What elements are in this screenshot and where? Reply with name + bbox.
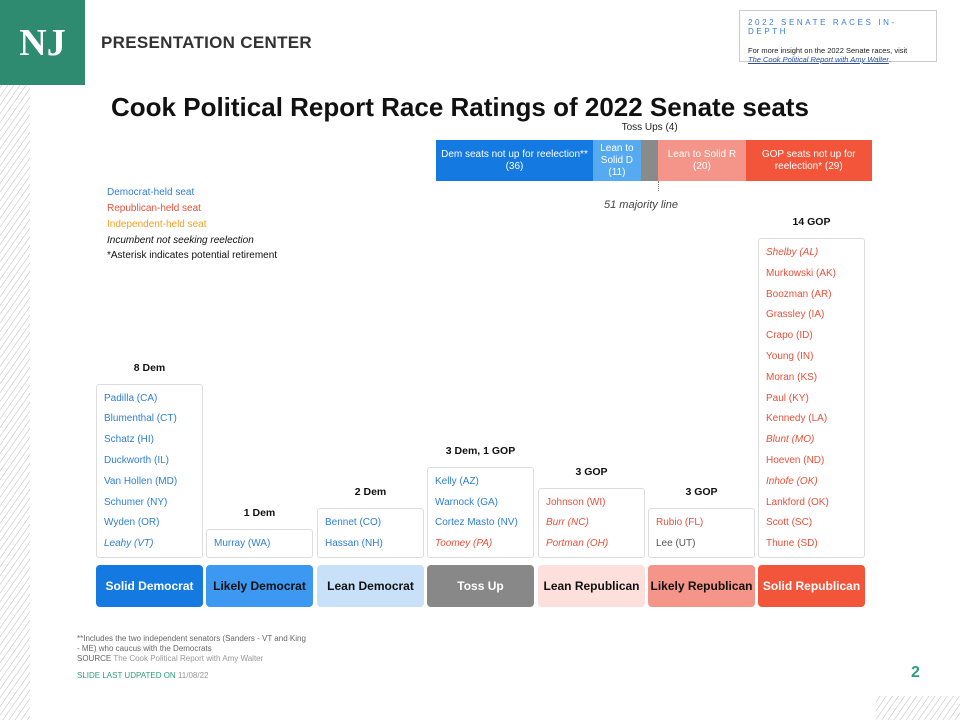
senator: Young (IN)	[766, 350, 814, 362]
senator: Johnson (WI)	[546, 496, 606, 508]
source-label: SOURCE	[77, 654, 112, 663]
footnote: **Includes the two independent senators …	[77, 634, 307, 664]
senator: Van Hollen (MD)	[104, 475, 178, 487]
brand: PRESENTATION CENTER	[101, 33, 312, 52]
rating-button: Likely Republican	[648, 565, 755, 607]
senator: Kennedy (LA)	[766, 413, 828, 425]
hatch-band	[0, 85, 30, 720]
senator: Blumenthal (CT)	[104, 413, 177, 425]
legend-item: Independent-held seat	[107, 219, 207, 230]
callout-text: For more insight on the 2022 Senate race…	[748, 46, 928, 64]
updated-date: 11/08/22	[177, 671, 209, 680]
seat-bar: Dem seats not up for reelection** (36) Le…	[436, 140, 872, 181]
senator: Inhofe (OK)	[766, 475, 818, 487]
legend-item: Incumbent not seeking reelection	[107, 235, 254, 246]
senator: Scott (SC)	[766, 517, 813, 529]
senator: Hassan (NH)	[325, 538, 383, 550]
rating-button: Toss Up	[427, 565, 534, 607]
link[interactable]: The Cook Political Report with Amy Walte…	[748, 55, 889, 64]
senator: Thune (SD)	[766, 538, 818, 550]
senator: Warnock (GA)	[435, 496, 498, 508]
name-box: Bennet (CO) Hassan (NH)	[317, 508, 424, 558]
senator: Schatz (HI)	[104, 434, 155, 446]
senator: Hoeven (ND)	[766, 454, 825, 466]
bar-segment: Lean to Solid R (20)	[658, 140, 746, 181]
bar-segment: Dem seats not up for reelection** (36)	[436, 140, 593, 181]
rating-button: Lean Democrat	[317, 565, 424, 607]
note: **Includes the two independent senators …	[77, 634, 306, 653]
rating-button: Likely Democrat	[206, 565, 313, 607]
legend-item: Republican-held seat	[107, 203, 201, 214]
page-number: 2	[911, 664, 920, 681]
name-box: Padilla (CA) Blumenthal (CT) Schatz (HI) Du…	[96, 383, 203, 558]
logo: NJ	[0, 0, 85, 85]
senator: Lankford (OK)	[766, 496, 829, 508]
senator: Grassley (IA)	[766, 309, 825, 321]
bar-segment	[640, 140, 659, 181]
segment-label: Lean to Solid R (20)	[667, 148, 737, 172]
rating-button: Lean Republican	[538, 565, 645, 607]
legend-item: *Asterisk indicates potential retirement	[107, 250, 278, 261]
senator: Leahy (VT)	[104, 538, 154, 550]
senator: Padilla (CA)	[104, 392, 158, 404]
senator: Cortez Masto (NV)	[435, 517, 518, 529]
count-label: 2 Dem	[354, 486, 387, 499]
rating-button: Solid Republican	[758, 565, 865, 607]
senator: Crapo (ID)	[766, 330, 813, 342]
title: Cook Political Report Race Ratings of 20…	[111, 92, 809, 122]
name-box: Rubio (FL) Lee (UT)	[648, 508, 755, 558]
count-label: 3 GOP	[685, 486, 718, 499]
segment-label: Lean to Solid D (11)	[600, 142, 634, 178]
text: For more insight on the 2022 Senate race…	[748, 46, 908, 55]
senator: Murkowski (AK)	[766, 267, 837, 279]
text: .	[888, 55, 891, 64]
senator: Portman (OH)	[546, 538, 609, 550]
senator: Shelby (AL)	[766, 247, 819, 258]
count-label: 14 GOP	[792, 216, 831, 228]
senator: Bennet (CO)	[325, 517, 382, 529]
count-label: 1 Dem	[243, 507, 276, 520]
majority-label: 51 majority line	[604, 199, 678, 211]
senator: Boozman (AR)	[766, 288, 832, 300]
senator: Kelly (AZ)	[435, 475, 479, 487]
senator: Toomey (PA)	[435, 538, 493, 550]
count-label: 3 GOP	[575, 465, 608, 478]
hatch-corner	[876, 696, 960, 720]
bar-segment: Lean to Solid D (11)	[592, 140, 641, 181]
senator: Lee (UT)	[656, 538, 696, 550]
segment-label: Dem seats not up for reelection** (36)	[441, 148, 588, 172]
senator: Paul (KY)	[766, 392, 809, 404]
senator: Schumer (NY)	[104, 496, 168, 508]
callout: 2022 SENATE RACES IN-DEPTH For more insi…	[739, 10, 937, 64]
kicker: 2022 SENATE RACES IN-DEPTH	[748, 18, 897, 36]
majority-line	[658, 181, 660, 191]
rating-button: Solid Democrat	[96, 565, 203, 607]
bar-segment: GOP seats not up for reelection* (29)	[745, 140, 872, 181]
segment-label: GOP seats not up for reelection* (29)	[761, 148, 856, 172]
updated-label: SLIDE LAST UDPATED ON	[77, 671, 176, 680]
senator: Blunt (MO)	[766, 434, 815, 446]
count-label: 8 Dem	[133, 361, 166, 374]
name-box: Shelby (AL) Murkowski (AK) Boozman (AR) Gra…	[758, 238, 865, 558]
senator: Wyden (OR)	[104, 517, 160, 529]
segment-label: Toss Ups (4)	[621, 122, 678, 133]
senator: Murray (WA)	[214, 538, 271, 550]
senator: Moran (KS)	[766, 371, 818, 383]
name-box: Kelly (AZ) Warnock (GA) Cortez Masto (NV) T…	[427, 466, 534, 558]
count-label: 3 Dem, 1 GOP	[445, 444, 516, 457]
senator: Burr (NC)	[546, 517, 589, 529]
name-box: Johnson (WI) Burr (NC) Portman (OH)	[538, 487, 645, 558]
name-box: Murray (WA)	[206, 529, 313, 558]
updated: SLIDE LAST UDPATED ON 11/08/22	[77, 671, 208, 680]
source: The Cook Political Report with Amy Walte…	[113, 654, 264, 663]
senator: Rubio (FL)	[656, 517, 704, 529]
senator: Duckworth (IL)	[104, 454, 170, 466]
legend-item: Democrat-held seat	[107, 187, 195, 198]
